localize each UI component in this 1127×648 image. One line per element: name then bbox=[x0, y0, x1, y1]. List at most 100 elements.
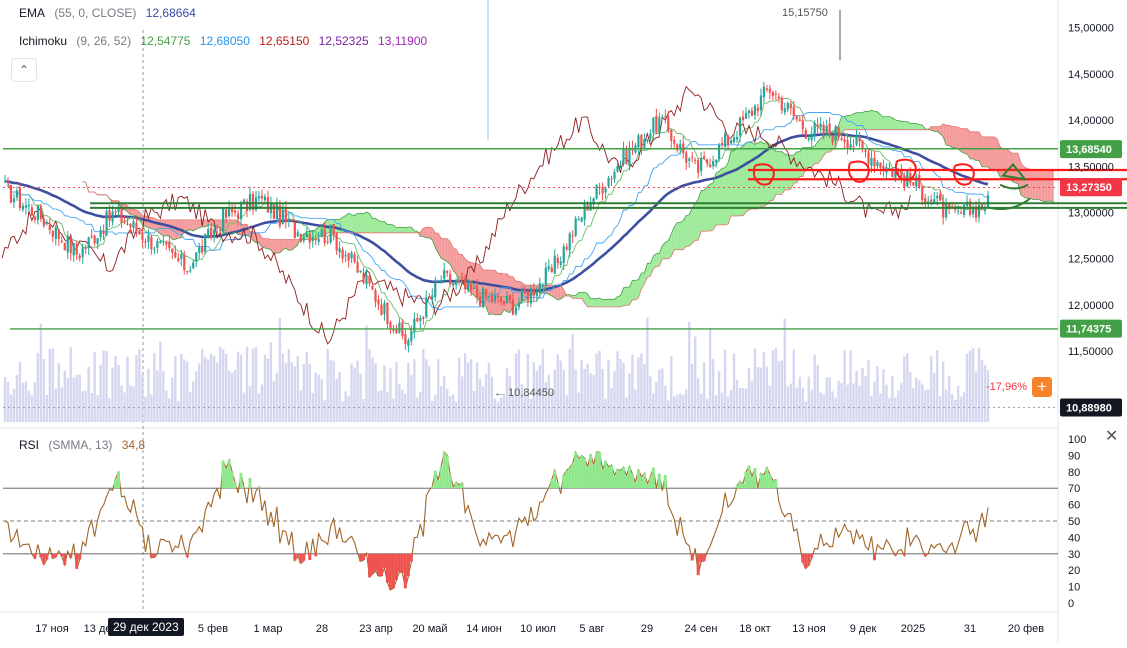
chikou-line bbox=[1, 85, 911, 345]
volume-bar bbox=[206, 359, 210, 422]
ichimoku-cloud-segment bbox=[172, 219, 176, 240]
ema-legend[interactable]: EMA (55, 0, CLOSE) 12,68664 bbox=[19, 6, 202, 20]
volume-bar bbox=[529, 399, 533, 422]
ichimoku-cloud-segment bbox=[375, 218, 379, 233]
volume-bar bbox=[888, 397, 891, 422]
volume-bar bbox=[401, 389, 404, 422]
volume-bar bbox=[676, 394, 679, 422]
volume-bar bbox=[490, 376, 494, 422]
candle-body bbox=[583, 203, 586, 220]
ichimoku-cloud-segment bbox=[874, 111, 878, 130]
ichimoku-value-5: 13,11900 bbox=[378, 34, 428, 48]
volume-bar bbox=[499, 397, 503, 422]
volume-bar bbox=[472, 391, 476, 422]
ichimoku-cloud-segment bbox=[390, 224, 394, 233]
ichimoku-cloud-segment bbox=[656, 253, 660, 267]
candle-body bbox=[744, 112, 748, 119]
candle-body bbox=[550, 267, 553, 273]
volume-bar bbox=[437, 359, 440, 422]
volume-bar bbox=[604, 398, 607, 422]
time-tick-label: 24 сен bbox=[685, 623, 718, 635]
ema-55-line bbox=[4, 132, 989, 292]
volume-bar bbox=[81, 391, 84, 422]
volume-bar bbox=[475, 362, 479, 422]
ichimoku-cloud-segment bbox=[775, 151, 779, 195]
rsi-legend[interactable]: RSI (SMMA, 13) 34,8 bbox=[19, 438, 151, 452]
volume-bar bbox=[141, 374, 144, 422]
candle-body bbox=[768, 88, 771, 93]
chevron-up-icon[interactable]: ⌃ bbox=[11, 58, 37, 82]
ichimoku-cloud-segment bbox=[916, 123, 920, 130]
ichimoku-cloud-segment bbox=[1029, 169, 1033, 200]
ichimoku-cloud-segment bbox=[450, 241, 454, 271]
volume-bar bbox=[912, 388, 915, 422]
volume-bar bbox=[24, 381, 28, 422]
ichimoku-cloud-segment bbox=[662, 242, 666, 259]
candle-body bbox=[580, 217, 583, 222]
volume-bar bbox=[171, 377, 174, 422]
volume-bar bbox=[765, 366, 769, 422]
volume-bar bbox=[96, 395, 99, 422]
volume-bar bbox=[428, 365, 431, 422]
candle-body bbox=[84, 247, 87, 249]
ichimoku-cloud-segment bbox=[554, 285, 558, 300]
ichimoku-cloud-segment bbox=[871, 109, 875, 130]
volume-bar bbox=[126, 356, 129, 422]
volume-bar bbox=[275, 372, 279, 422]
candle-body bbox=[75, 243, 78, 255]
candle-body bbox=[723, 133, 727, 147]
candle-body bbox=[607, 177, 610, 187]
candle-body bbox=[983, 209, 987, 212]
volume-bar bbox=[747, 368, 751, 422]
candle-body bbox=[780, 97, 783, 111]
close-icon[interactable]: ✕ bbox=[1105, 428, 1119, 445]
volume-bar bbox=[478, 378, 482, 422]
candle-body bbox=[263, 196, 267, 201]
ichimoku-cloud-segment bbox=[614, 296, 618, 307]
ichimoku-cloud-segment bbox=[500, 273, 504, 315]
candle-body bbox=[242, 199, 246, 203]
volume-bar bbox=[553, 369, 556, 422]
candle-body bbox=[756, 107, 760, 112]
volume-bar bbox=[198, 363, 201, 422]
volume-bar bbox=[69, 347, 72, 422]
green-triangle-mark bbox=[1001, 162, 1028, 181]
candle-body bbox=[870, 157, 873, 166]
candle-body bbox=[726, 135, 730, 145]
candle-body bbox=[807, 138, 810, 140]
ichimoku-cloud-segment bbox=[438, 233, 442, 259]
volume-bar bbox=[723, 349, 727, 422]
plus-icon[interactable]: + bbox=[1032, 377, 1052, 397]
candle-body bbox=[299, 233, 302, 242]
candle-body bbox=[386, 302, 389, 324]
volume-bar bbox=[200, 348, 204, 422]
volume-bar bbox=[693, 336, 697, 422]
ichimoku-cloud-segment bbox=[859, 112, 863, 130]
ichimoku-cloud-segment bbox=[626, 287, 630, 306]
time-tick-label: 5 авг bbox=[579, 623, 604, 635]
ichimoku-cloud-segment bbox=[387, 224, 391, 233]
ichimoku-legend[interactable]: Ichimoku (9, 26, 52) 12,54775 12,68050 1… bbox=[19, 34, 433, 48]
candle-body bbox=[795, 115, 798, 120]
time-tick-label: 23 апр bbox=[359, 623, 392, 635]
volume-bar bbox=[571, 334, 574, 422]
ichimoku-cloud-segment bbox=[196, 219, 200, 230]
volume-bar bbox=[168, 398, 171, 422]
ichimoku-cloud-segment bbox=[796, 151, 800, 184]
volume-bar bbox=[135, 354, 138, 422]
volume-bar bbox=[263, 354, 267, 422]
candle-body bbox=[165, 242, 168, 245]
volume-bar bbox=[505, 368, 509, 422]
volume-bar bbox=[108, 398, 111, 422]
candle-body bbox=[858, 138, 861, 142]
candle-body bbox=[565, 246, 568, 250]
price-tick-label: 14,50000 bbox=[1068, 69, 1114, 81]
rsi-tick-label: 60 bbox=[1068, 500, 1080, 512]
candle-body bbox=[765, 88, 768, 90]
candle-body bbox=[819, 123, 822, 128]
price-label-badge bbox=[1060, 398, 1122, 417]
volume-bar bbox=[446, 389, 449, 422]
price-tick-label: 13,00000 bbox=[1068, 208, 1114, 220]
